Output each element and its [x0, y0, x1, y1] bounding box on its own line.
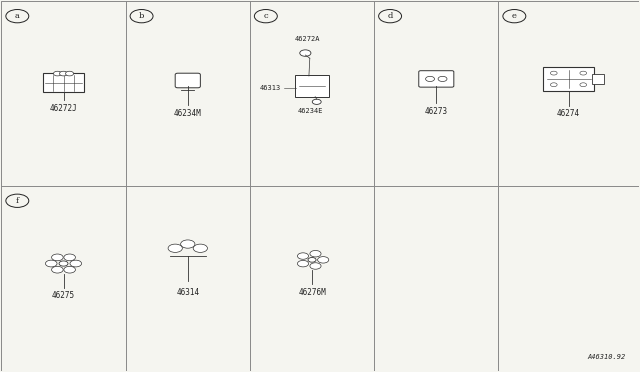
Text: 46313: 46313	[259, 86, 280, 92]
Text: a: a	[15, 12, 20, 20]
Circle shape	[310, 250, 321, 257]
Circle shape	[580, 71, 587, 75]
Circle shape	[550, 71, 557, 75]
Circle shape	[298, 253, 308, 259]
Text: 46273: 46273	[425, 107, 448, 116]
Circle shape	[180, 240, 195, 248]
Circle shape	[312, 99, 321, 105]
FancyBboxPatch shape	[175, 73, 200, 88]
Circle shape	[168, 244, 182, 252]
Circle shape	[60, 71, 68, 76]
Circle shape	[64, 254, 76, 261]
Text: f: f	[16, 197, 19, 205]
Circle shape	[310, 263, 321, 269]
Text: 46274: 46274	[557, 109, 580, 118]
FancyBboxPatch shape	[419, 71, 454, 87]
Text: e: e	[512, 12, 516, 20]
Circle shape	[550, 83, 557, 87]
Circle shape	[426, 76, 435, 81]
Circle shape	[59, 261, 68, 266]
Circle shape	[298, 260, 308, 267]
Circle shape	[54, 71, 61, 76]
Text: 46234M: 46234M	[174, 109, 202, 118]
Circle shape	[308, 257, 316, 262]
Text: 46314: 46314	[176, 288, 199, 297]
Circle shape	[45, 260, 57, 267]
Text: 46234E: 46234E	[297, 108, 323, 114]
FancyBboxPatch shape	[543, 67, 595, 91]
Circle shape	[64, 266, 76, 273]
Circle shape	[70, 260, 81, 267]
Text: 46275: 46275	[52, 291, 75, 300]
Circle shape	[580, 83, 587, 87]
Circle shape	[317, 257, 329, 263]
FancyBboxPatch shape	[43, 73, 84, 92]
Circle shape	[52, 254, 63, 261]
Text: 46276M: 46276M	[298, 288, 326, 296]
Text: 46272J: 46272J	[50, 104, 77, 113]
Text: d: d	[387, 12, 393, 20]
Circle shape	[300, 50, 311, 56]
Text: c: c	[264, 12, 268, 20]
Text: 46272A: 46272A	[295, 36, 321, 42]
Circle shape	[65, 71, 74, 76]
Circle shape	[193, 244, 207, 252]
FancyBboxPatch shape	[592, 74, 604, 84]
Circle shape	[52, 266, 63, 273]
Text: b: b	[139, 12, 144, 20]
FancyBboxPatch shape	[295, 75, 329, 97]
Text: A46310.92: A46310.92	[588, 353, 626, 359]
Circle shape	[438, 76, 447, 81]
